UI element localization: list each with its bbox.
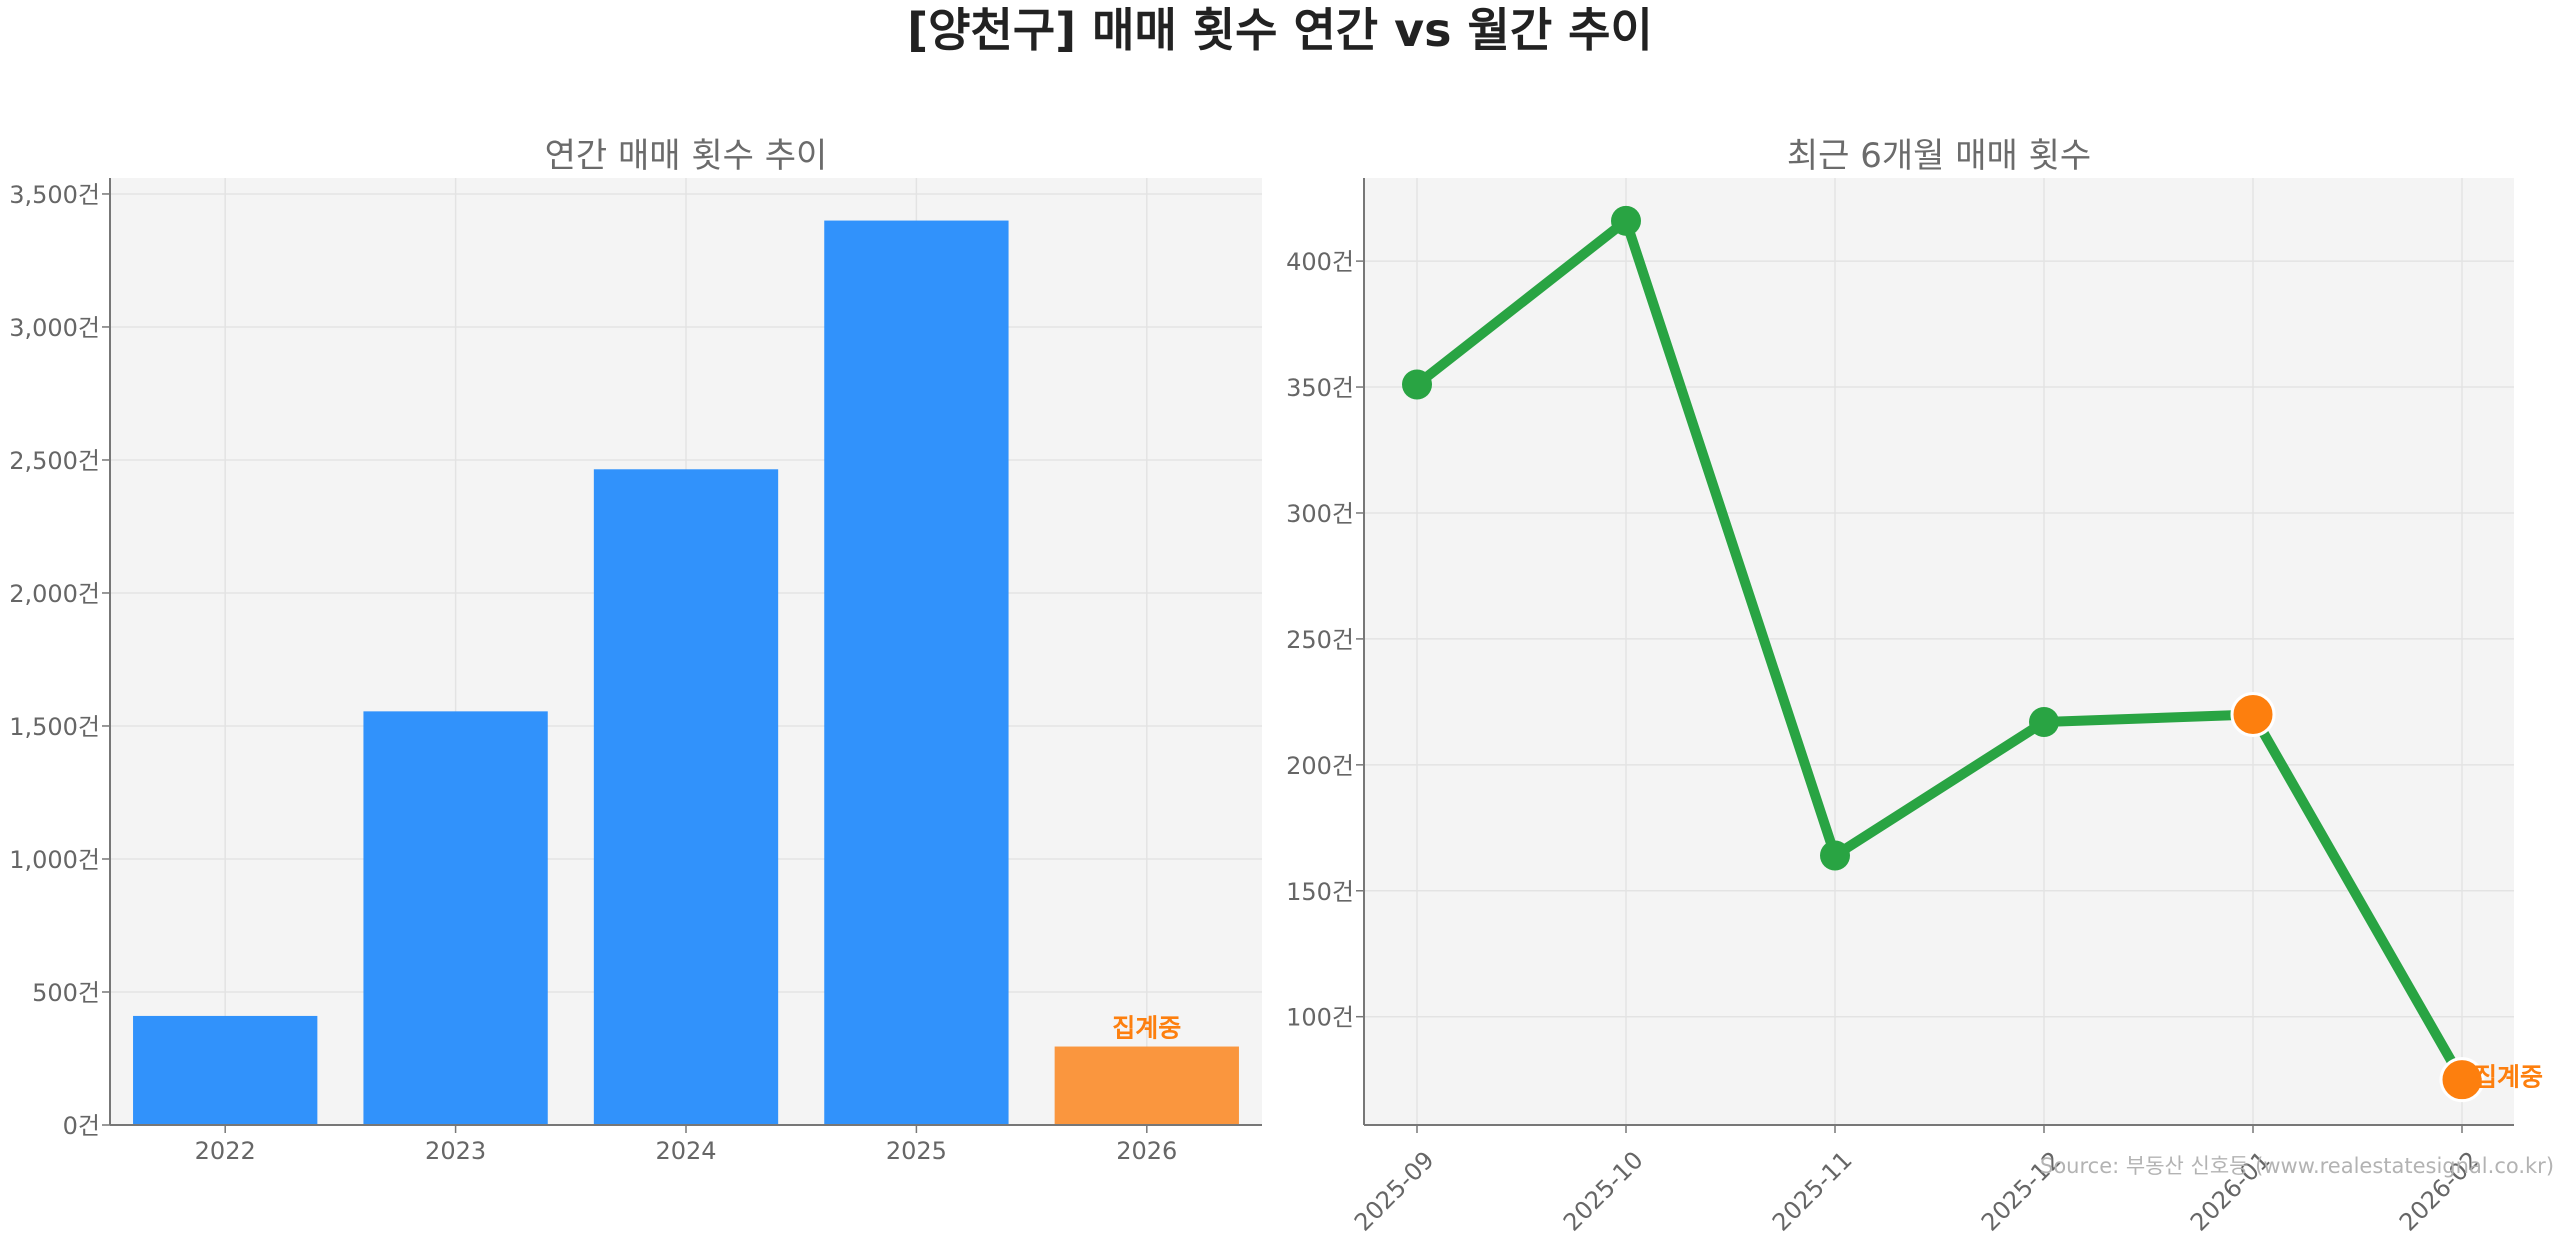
series-line-monthly xyxy=(1412,215,2467,1085)
point-highlight-2026-02 xyxy=(2439,1057,2485,1103)
bar-x-tick-label: 2025 xyxy=(886,1137,947,1165)
line-x-tick-label: 2025-09 xyxy=(1349,1146,1440,1234)
bar-y-tick-label: 500건 xyxy=(32,979,100,1007)
point-2025-12 xyxy=(2029,707,2059,738)
bar-x-tick-label: 2022 xyxy=(195,1137,256,1165)
point-2025-10 xyxy=(1611,205,1641,236)
line-x-tick-label: 2025-10 xyxy=(1558,1146,1649,1234)
bar-2025 xyxy=(824,220,1009,1126)
line-y-tick-label: 300건 xyxy=(1286,500,1354,528)
line-chart-title: 최근 6개월 매매 횟수 xyxy=(1787,136,2091,176)
bar-x-tick-label: 2026 xyxy=(1116,1137,1177,1165)
bar-2024 xyxy=(593,469,779,1125)
bar-y-tick-label: 2,000건 xyxy=(9,580,100,608)
bar-2023 xyxy=(363,711,548,1125)
line-y-tick-label: 350건 xyxy=(1286,374,1354,402)
line-plot-area xyxy=(1364,178,2514,1125)
bar-partial-annotation: 집계중 xyxy=(1112,1014,1181,1043)
point-2025-11 xyxy=(1820,840,1850,871)
bar-2026 xyxy=(1054,1046,1239,1125)
line-y-tick-label: 100건 xyxy=(1286,1004,1354,1032)
bar-y-tick-label: 2,500건 xyxy=(9,447,100,475)
line-y-tick-label: 150건 xyxy=(1286,878,1354,906)
line-x-tick-label: 2025-11 xyxy=(1767,1146,1858,1234)
bar-y-tick-label: 1,000건 xyxy=(9,846,100,874)
line-y-tick-label: 200건 xyxy=(1286,752,1354,780)
bar-y-tick-label: 3,500건 xyxy=(9,181,100,209)
bar-y-tick-label: 1,500건 xyxy=(9,713,100,741)
bar-x-tick-label: 2023 xyxy=(425,1137,486,1165)
bar-y-tick-label: 3,000건 xyxy=(9,314,100,342)
line-y-tick-label: 400건 xyxy=(1286,248,1354,276)
bar-chart-title: 연간 매매 횟수 추이 xyxy=(545,136,828,176)
bar-x-tick-label: 2024 xyxy=(655,1137,716,1165)
point-highlight-2026-01 xyxy=(2230,691,2276,737)
line-y-tick-label: 250건 xyxy=(1286,626,1354,654)
point-2025-09 xyxy=(1402,369,1432,400)
line-partial-annotation: 집계중 xyxy=(2474,1063,2543,1092)
bar-2022 xyxy=(133,1015,318,1125)
bar-y-tick-label: 0건 xyxy=(63,1112,100,1140)
source-note: Source: 부동산 신호등 (www.realestatesignal.co… xyxy=(2040,1154,2555,1178)
chart-main-title: [양천구] 매매 횟수 연간 vs 월간 추이 xyxy=(907,3,1653,57)
